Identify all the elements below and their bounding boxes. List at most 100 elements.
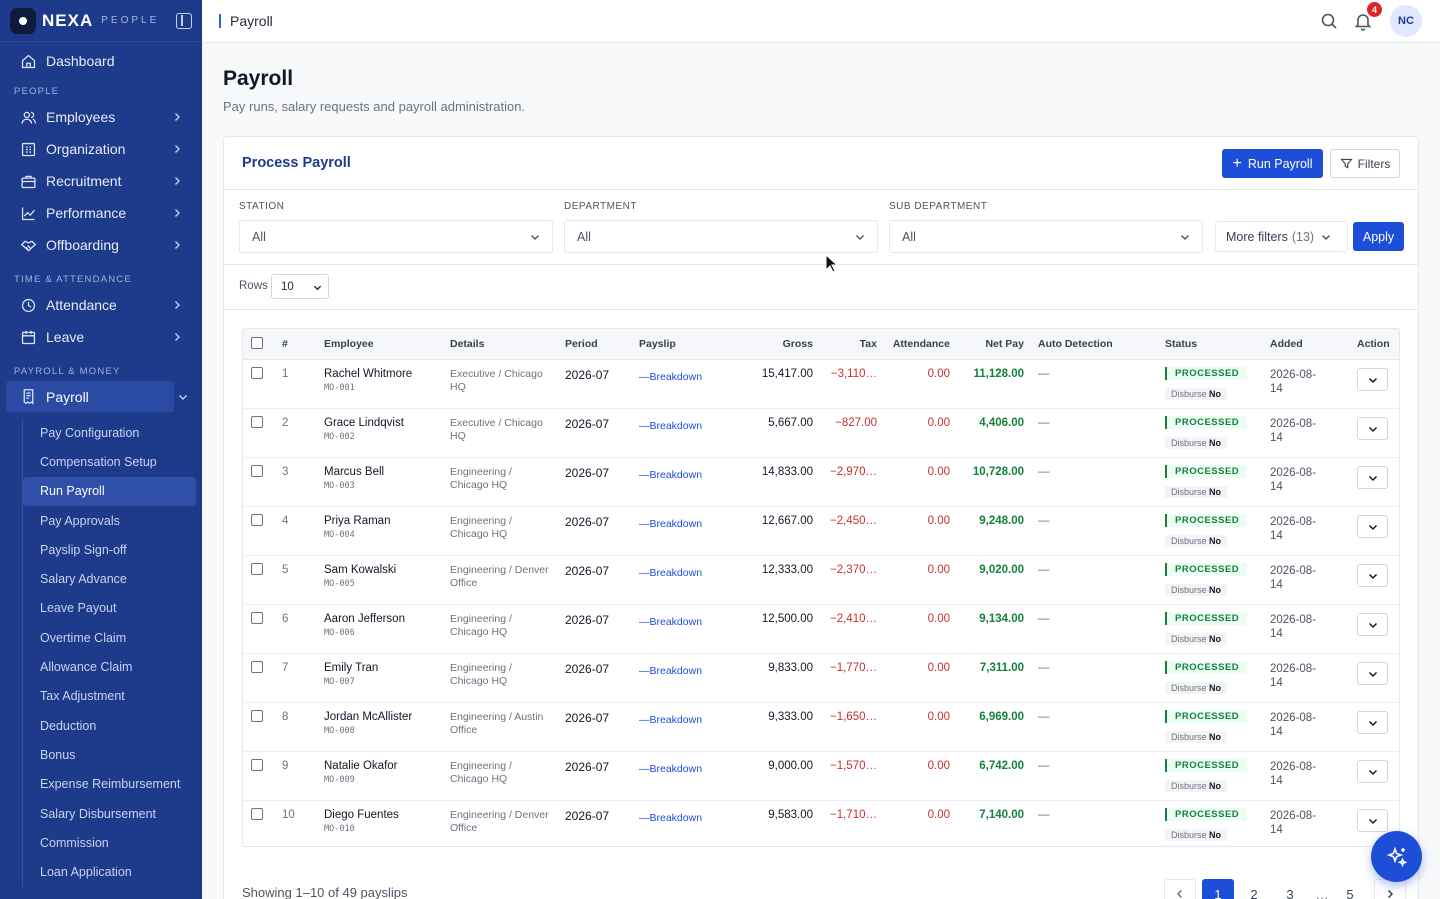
more-filters-button[interactable]: More filters (13) [1215,221,1348,252]
sidebar-subitem-leave-payout[interactable]: Leave Payout [40,601,117,616]
employee-name[interactable]: Priya Raman [324,515,391,527]
employee-name[interactable]: Rachel Whitmore [324,368,413,380]
employee-name[interactable]: Grace Lindqvist [324,417,404,429]
sidebar-subitem-tax-adjustment[interactable]: Tax Adjustment [40,689,125,704]
sidebar-subitem-pay-approvals[interactable]: Pay Approvals [40,513,120,528]
sidebar-subitem-expense-reimbursement[interactable]: Expense Reimbursement [40,777,181,792]
sidebar-item-payroll[interactable]: Payroll [6,381,187,412]
sidebar-item-organization[interactable]: Organization [6,133,196,165]
payslip-breakdown-link[interactable]: —Breakdown [639,714,703,726]
employee-name[interactable]: Marcus Bell [324,466,385,478]
row-checkbox[interactable] [251,661,263,673]
row-action-dropdown[interactable] [1357,564,1388,587]
col-header-period[interactable]: Period [565,338,598,350]
sidebar-subitem-allowance-claim[interactable]: Allowance Claim [40,660,133,675]
row-checkbox[interactable] [251,612,263,624]
sidebar-subitem-bonus[interactable]: Bonus [40,747,76,762]
employee-name[interactable]: Emily Tran [324,662,379,674]
employee-name[interactable]: Natalie Okafor [324,760,398,772]
col-header-added[interactable]: Added [1270,338,1303,350]
disburse-indicator: Disburse No [1165,437,1228,449]
employee-name[interactable]: Aaron Jefferson [324,613,405,625]
sidebar-item-recruitment[interactable]: Recruitment [6,165,196,197]
row-action-dropdown[interactable] [1357,662,1388,685]
prev-page-button[interactable] [1164,879,1196,899]
sidebar-subitem-deduction[interactable]: Deduction [40,718,97,733]
page-button-2[interactable]: 2 [1250,886,1258,899]
brand-logo-icon [10,7,36,34]
payslip-breakdown-link[interactable]: —Breakdown [639,371,703,383]
col-header-gross[interactable]: Gross [782,338,813,350]
sidebar-subitem-payslip-sign-off[interactable]: Payslip Sign-off [40,542,127,557]
page-button-1[interactable]: 1 [1202,879,1234,899]
run-payroll-button[interactable]: + Run Payroll [1222,149,1323,178]
payslip-breakdown-link[interactable]: —Breakdown [639,616,703,628]
breadcrumb[interactable]: Payroll [230,13,273,29]
sidebar-subitem-salary-disbursement[interactable]: Salary Disbursement [40,806,157,821]
select-all-checkbox[interactable] [251,337,263,349]
row-action-dropdown[interactable] [1357,417,1388,440]
row-checkbox[interactable] [251,710,263,722]
row-action-dropdown[interactable] [1357,613,1388,636]
sidebar-subitem-commission[interactable]: Commission [40,835,109,850]
payslip-breakdown-link[interactable]: —Breakdown [639,420,703,432]
sidebar-item-performance[interactable]: Performance [6,197,196,229]
page-button-3[interactable]: 3 [1286,886,1294,899]
gross-amount: 14,833.00 [761,466,813,478]
sidebar-item-offboarding[interactable]: Offboarding [6,229,196,261]
rows-per-page-select[interactable]: 10 [271,274,329,299]
col-header-status[interactable]: Status [1165,338,1198,350]
row-action-dropdown[interactable] [1357,809,1388,832]
sidebar-subitem-run-payroll[interactable]: Run Payroll [23,476,196,506]
sidebar-subitem-loan-application[interactable]: Loan Application [40,865,132,880]
user-avatar[interactable]: NC [1390,5,1422,37]
col-header-tax[interactable]: Tax [859,338,877,350]
sidebar-item-leave[interactable]: Leave [6,321,196,353]
row-checkbox[interactable] [251,563,263,575]
row-action-dropdown[interactable] [1357,515,1388,538]
sidebar-item-dashboard[interactable]: Dashboard [6,45,196,77]
sidebar-item-attendance[interactable]: Attendance [6,289,196,321]
status-badge: PROCESSED [1165,661,1248,674]
employee-name[interactable]: Diego Fuentes [324,809,399,821]
row-index: 6 [282,613,289,625]
row-checkbox[interactable] [251,416,263,428]
sidebar-subitem-pay-configuration[interactable]: Pay Configuration [40,425,140,440]
sidebar-subitem-salary-advance[interactable]: Salary Advance [40,572,127,587]
employee-name[interactable]: Jordan McAllister [324,711,413,723]
sub-department-select[interactable]: All [889,220,1203,253]
filters-button[interactable]: Filters [1330,149,1400,178]
row-action-dropdown[interactable] [1357,466,1388,489]
col-header-attendance[interactable]: Attendance [892,338,950,350]
row-checkbox[interactable] [251,808,263,820]
collapse-sidebar-icon[interactable] [176,12,192,29]
sidebar-subitem-overtime-claim[interactable]: Overtime Claim [40,630,127,645]
sidebar-item-employees[interactable]: Employees [6,101,196,133]
attendance-deduction: 0.00 [927,711,950,723]
page-button-5[interactable]: 5 [1346,886,1354,899]
search-icon[interactable] [1319,11,1339,31]
payslip-breakdown-link[interactable]: —Breakdown [639,665,703,677]
col-header-employee[interactable]: Employee [324,338,374,350]
row-action-dropdown[interactable] [1357,760,1388,783]
apply-button[interactable]: Apply [1353,222,1404,251]
sidebar-subitem-compensation-setup[interactable]: Compensation Setup [40,454,157,469]
notifications-bell-icon[interactable]: 4 [1353,2,1382,31]
next-page-button[interactable] [1374,879,1406,899]
employee-name[interactable]: Sam Kowalski [324,564,397,576]
payslip-breakdown-link[interactable]: —Breakdown [639,567,703,579]
station-select[interactable]: All [239,220,553,253]
row-checkbox[interactable] [251,514,263,526]
row-checkbox[interactable] [251,465,263,477]
row-action-dropdown[interactable] [1357,368,1388,391]
department-select[interactable]: All [564,220,878,253]
col-header-net-pay[interactable]: Net Pay [985,338,1024,350]
payslip-breakdown-link[interactable]: —Breakdown [639,469,703,481]
payslip-breakdown-link[interactable]: —Breakdown [639,518,703,530]
row-action-dropdown[interactable] [1357,711,1388,734]
payslip-breakdown-link[interactable]: —Breakdown [639,763,703,775]
row-checkbox[interactable] [251,367,263,379]
payslip-breakdown-link[interactable]: —Breakdown [639,812,703,824]
row-checkbox[interactable] [251,759,263,771]
ai-assistant-button[interactable] [1371,831,1422,882]
